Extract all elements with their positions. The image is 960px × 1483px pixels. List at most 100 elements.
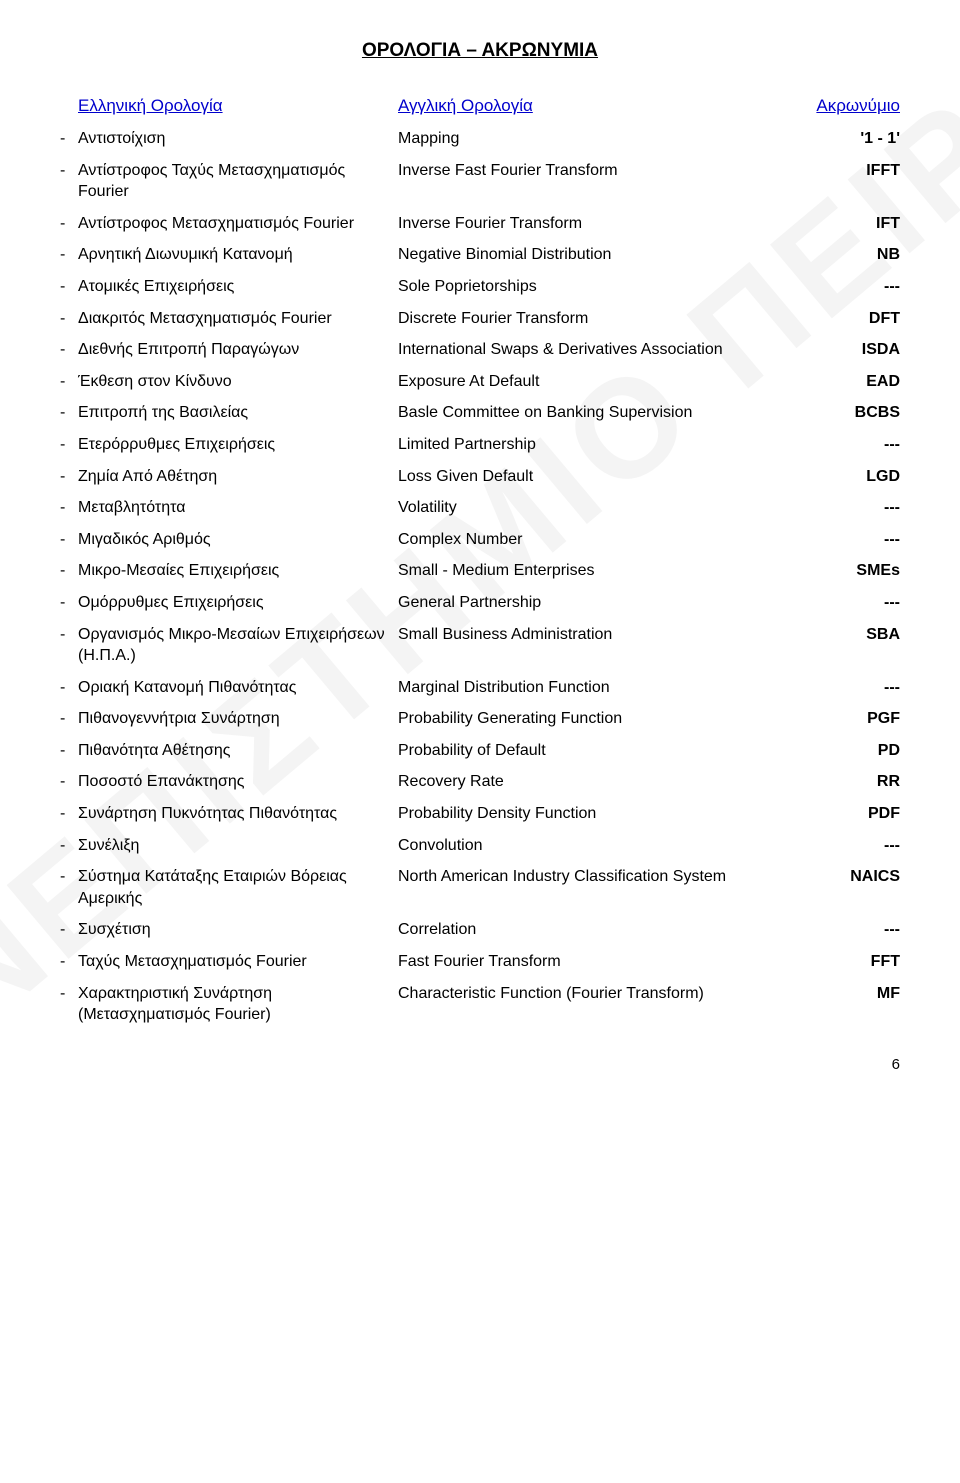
cell-greek: Πιθανότητα Αθέτησης <box>78 740 398 762</box>
cell-greek: Πιθανογεννήτρια Συνάρτηση <box>78 708 398 730</box>
cell-acronym: --- <box>810 497 900 519</box>
cell-acronym: IFFT <box>810 160 900 182</box>
cell-english: Correlation <box>398 919 810 941</box>
table-body: -ΑντιστοίχισηMapping'1 - 1'-Αντίστροφος … <box>60 128 900 1026</box>
table-row: -ΑντιστοίχισηMapping'1 - 1' <box>60 128 900 150</box>
table-row: -Έκθεση στον ΚίνδυνοExposure At DefaultE… <box>60 371 900 393</box>
cell-english: Probability of Default <box>398 740 810 762</box>
row-bullet: - <box>60 160 78 182</box>
cell-english: Complex Number <box>398 529 810 551</box>
table-row: -Πιθανότητα ΑθέτησηςProbability of Defau… <box>60 740 900 762</box>
cell-acronym: --- <box>810 592 900 614</box>
cell-english: Volatility <box>398 497 810 519</box>
cell-acronym: PGF <box>810 708 900 730</box>
cell-greek: Οριακή Κατανομή Πιθανότητας <box>78 677 398 699</box>
cell-acronym: DFT <box>810 308 900 330</box>
row-bullet: - <box>60 308 78 330</box>
cell-english: Marginal Distribution Function <box>398 677 810 699</box>
cell-english: Mapping <box>398 128 810 150</box>
table-row: -ΣυνέλιξηConvolution--- <box>60 835 900 857</box>
cell-acronym: NAICS <box>810 866 900 888</box>
cell-greek: Ετερόρρυθμες Επιχειρήσεις <box>78 434 398 456</box>
cell-acronym: MF <box>810 983 900 1005</box>
row-bullet: - <box>60 213 78 235</box>
row-bullet: - <box>60 624 78 646</box>
row-bullet: - <box>60 560 78 582</box>
table-row: -Αντίστροφος Μετασχηματισμός FourierInve… <box>60 213 900 235</box>
table-row: -Ζημία Από ΑθέτησηLoss Given DefaultLGD <box>60 466 900 488</box>
cell-english: Fast Fourier Transform <box>398 951 810 973</box>
cell-acronym: '1 - 1' <box>810 128 900 150</box>
cell-acronym: SBA <box>810 624 900 646</box>
cell-greek: Μιγαδικός Αριθμός <box>78 529 398 551</box>
cell-greek: Σύστημα Κατάταξης Εταιριών Βόρειας Αμερι… <box>78 866 398 909</box>
table-row: -Ατομικές ΕπιχειρήσειςSole Poprietorship… <box>60 276 900 298</box>
row-bullet: - <box>60 708 78 730</box>
cell-english: Exposure At Default <box>398 371 810 393</box>
cell-english: Basle Committee on Banking Supervision <box>398 402 810 424</box>
page-title: ΟΡΟΛΟΓΙΑ – ΑΚΡΩΝΥΜΙΑ <box>60 40 900 62</box>
row-bullet: - <box>60 677 78 699</box>
cell-greek: Ταχύς Μετασχηματισμός Fourier <box>78 951 398 973</box>
cell-greek: Ποσοστό Επανάκτησης <box>78 771 398 793</box>
table-header-row: Ελληνική Ορολογία Αγγλική Ορολογία Ακρων… <box>60 96 900 116</box>
cell-greek: Αρνητική Διωνυμική Κατανομή <box>78 244 398 266</box>
row-bullet: - <box>60 592 78 614</box>
row-bullet: - <box>60 497 78 519</box>
row-bullet: - <box>60 951 78 973</box>
table-row: -ΜεταβλητότηταVolatility--- <box>60 497 900 519</box>
cell-greek: Συσχέτιση <box>78 919 398 941</box>
row-bullet: - <box>60 339 78 361</box>
table-row: -Συνάρτηση Πυκνότητας ΠιθανότηταςProbabi… <box>60 803 900 825</box>
table-row: -Διακριτός Μετασχηματισμός FourierDiscre… <box>60 308 900 330</box>
cell-greek: Συνέλιξη <box>78 835 398 857</box>
row-bullet: - <box>60 983 78 1005</box>
cell-english: Convolution <box>398 835 810 857</box>
cell-acronym: RR <box>810 771 900 793</box>
row-bullet: - <box>60 771 78 793</box>
cell-acronym: FFT <box>810 951 900 973</box>
cell-greek: Μεταβλητότητα <box>78 497 398 519</box>
cell-english: Negative Binomial Distribution <box>398 244 810 266</box>
cell-greek: Έκθεση στον Κίνδυνο <box>78 371 398 393</box>
header-greek: Ελληνική Ορολογία <box>78 96 223 115</box>
cell-acronym: BCBS <box>810 402 900 424</box>
cell-english: Discrete Fourier Transform <box>398 308 810 330</box>
cell-english: Inverse Fast Fourier Transform <box>398 160 810 182</box>
cell-greek: Ομόρρυθμες Επιχειρήσεις <box>78 592 398 614</box>
table-row: -Αρνητική Διωνυμική ΚατανομήNegative Bin… <box>60 244 900 266</box>
page-number: 6 <box>60 1056 900 1073</box>
row-bullet: - <box>60 803 78 825</box>
header-acronym: Ακρωνύμιο <box>816 96 900 115</box>
cell-acronym: SMEs <box>810 560 900 582</box>
table-row: -Διεθνής Επιτροπή ΠαραγώγωνInternational… <box>60 339 900 361</box>
cell-english: Probability Generating Function <box>398 708 810 730</box>
row-bullet: - <box>60 835 78 857</box>
table-row: -Σύστημα Κατάταξης Εταιριών Βόρειας Αμερ… <box>60 866 900 909</box>
cell-greek: Χαρακτηριστική Συνάρτηση (Μετασχηματισμό… <box>78 983 398 1026</box>
cell-greek: Αντιστοίχιση <box>78 128 398 150</box>
cell-english: Small Business Administration <box>398 624 810 646</box>
cell-greek: Αντίστροφος Μετασχηματισμός Fourier <box>78 213 398 235</box>
cell-english: Small - Medium Enterprises <box>398 560 810 582</box>
row-bullet: - <box>60 740 78 762</box>
row-bullet: - <box>60 371 78 393</box>
cell-acronym: --- <box>810 529 900 551</box>
table-row: -Μικρο-Μεσαίες ΕπιχειρήσειςSmall - Mediu… <box>60 560 900 582</box>
cell-english: Inverse Fourier Transform <box>398 213 810 235</box>
cell-english: North American Industry Classification S… <box>398 866 810 888</box>
cell-acronym: IFT <box>810 213 900 235</box>
cell-acronym: PDF <box>810 803 900 825</box>
cell-greek: Επιτροπή της Βασιλείας <box>78 402 398 424</box>
row-bullet: - <box>60 402 78 424</box>
document-content: ΟΡΟΛΟΓΙΑ – ΑΚΡΩΝΥΜΙΑ Ελληνική Ορολογία Α… <box>60 40 900 1073</box>
cell-acronym: --- <box>810 276 900 298</box>
row-bullet: - <box>60 866 78 888</box>
cell-acronym: EAD <box>810 371 900 393</box>
cell-acronym: LGD <box>810 466 900 488</box>
cell-acronym: --- <box>810 434 900 456</box>
cell-english: International Swaps & Derivatives Associ… <box>398 339 810 361</box>
table-row: -Ταχύς Μετασχηματισμός FourierFast Fouri… <box>60 951 900 973</box>
table-row: -Επιτροπή της ΒασιλείαςBasle Committee o… <box>60 402 900 424</box>
table-row: -Ομόρρυθμες ΕπιχειρήσειςGeneral Partners… <box>60 592 900 614</box>
